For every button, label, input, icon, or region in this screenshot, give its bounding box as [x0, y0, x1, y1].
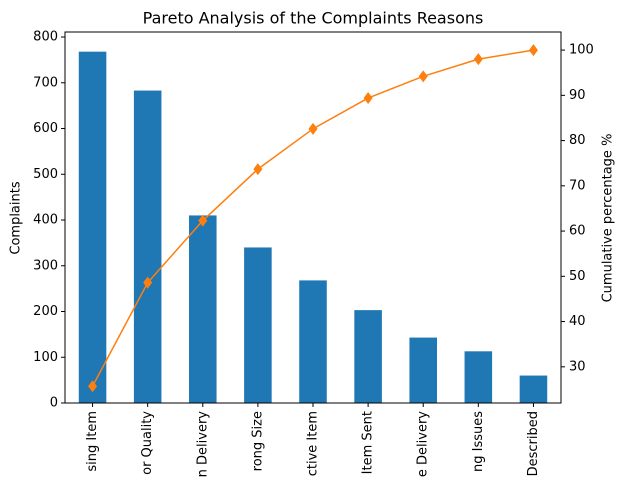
y2-tick-label: 60	[569, 224, 586, 239]
bar	[464, 351, 493, 403]
y-tick-label: 300	[33, 258, 58, 273]
bar	[189, 215, 217, 403]
x-tick-label: e Delivery	[416, 411, 431, 477]
y2-tick-label: 40	[569, 314, 586, 329]
marker	[308, 122, 318, 135]
bar	[244, 247, 272, 403]
y2-tick-label: 30	[569, 359, 586, 374]
marker	[253, 163, 263, 176]
x-tick-label: or Quality	[140, 411, 155, 475]
y-tick-label: 200	[33, 304, 58, 319]
y-tick-label: 700	[33, 75, 58, 90]
y2-tick-label: 50	[569, 269, 586, 284]
x-tick-label: ctive Item	[306, 411, 321, 476]
bar	[409, 337, 437, 403]
x-tick-label: rong Size	[250, 411, 265, 471]
bar	[78, 51, 107, 403]
x-tick-label: ng Issues	[471, 411, 486, 472]
y2-tick-label: 70	[569, 178, 586, 193]
y-tick-label: 800	[33, 30, 58, 45]
y-axis-label: Complaints	[9, 181, 24, 254]
marker	[363, 92, 373, 105]
marker	[473, 53, 483, 66]
y2-tick-label: 80	[569, 133, 586, 148]
y-tick-label: 600	[33, 121, 58, 136]
x-tick-label: Described	[526, 411, 541, 476]
y2-tick-label: 90	[569, 88, 586, 103]
plot-frame	[64, 31, 562, 404]
bar	[133, 90, 162, 403]
x-tick-label: n Delivery	[195, 411, 210, 478]
x-tick-label: sing Item	[85, 411, 100, 472]
chart-title: Pareto Analysis of the Complaints Reason…	[143, 9, 484, 28]
marker	[528, 44, 538, 57]
y-tick-label: 400	[33, 213, 58, 228]
x-tick-label: Item Sent	[361, 411, 376, 474]
marker	[88, 380, 98, 393]
y2-tick-label: 100	[569, 43, 594, 58]
y2-axis-label: Cumulative percentage %	[601, 134, 616, 303]
marker	[418, 70, 428, 83]
y-tick-label: 500	[33, 167, 58, 182]
bar	[519, 375, 548, 403]
marker	[198, 214, 208, 227]
y-tick-label: 0	[50, 396, 58, 411]
bar	[299, 280, 327, 403]
bar	[354, 310, 382, 403]
marker	[143, 276, 153, 289]
y-tick-label: 100	[33, 350, 58, 365]
